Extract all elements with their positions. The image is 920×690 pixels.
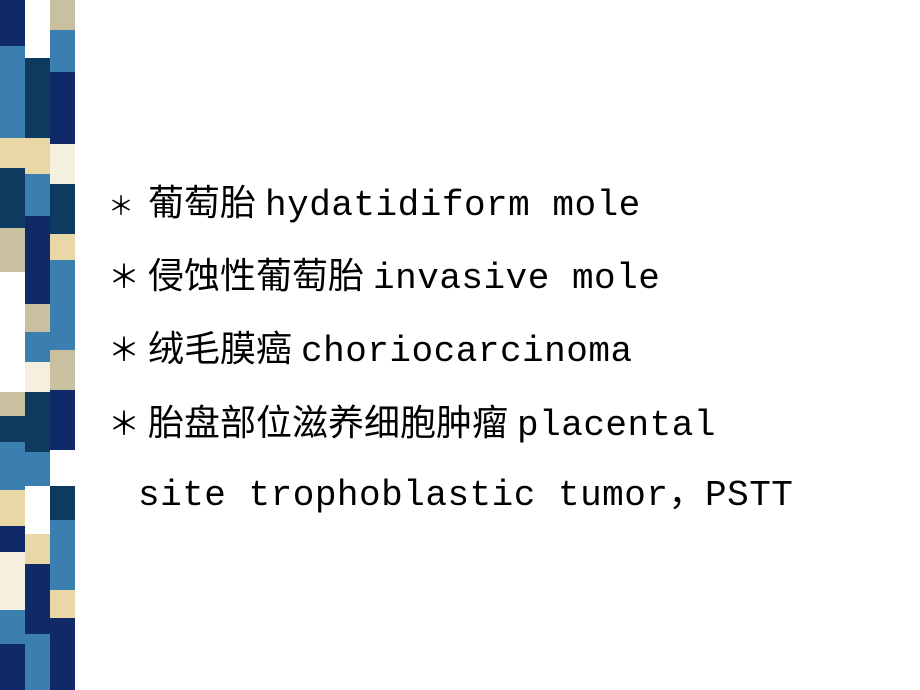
stripe-segment (25, 304, 50, 332)
item-text: 胎盘部位滋养细胞肿瘤 placental (148, 388, 716, 461)
stripe-segment (50, 0, 75, 30)
stripe-segment (0, 526, 25, 552)
item-continuation: site trophoblastic tumor，PSTT (108, 461, 888, 531)
stripe-segment (0, 168, 25, 228)
stripe-segment (25, 486, 50, 534)
decorative-sidebar (0, 0, 75, 690)
stripe-segment (25, 332, 50, 362)
stripe-segment (50, 72, 75, 144)
stripe-segment (25, 634, 50, 690)
list-item: ＊ 葡萄胎 hydatidiform mole (108, 168, 888, 241)
stripe-segment (50, 184, 75, 234)
stripe-segment (25, 452, 50, 486)
stripe-segment (25, 564, 50, 634)
stripe-segment (50, 390, 75, 450)
stripe-segment (25, 0, 50, 58)
stripe-segment (0, 138, 25, 168)
stripe-segment (50, 590, 75, 618)
slide-content: ＊ 葡萄胎 hydatidiform mole ＊ 侵蚀性葡萄胎 invasiv… (108, 168, 888, 531)
stripe-segment (0, 552, 25, 610)
stripe-segment (50, 260, 75, 350)
stripe-segment (0, 272, 25, 392)
stripe-segment (50, 618, 75, 690)
stripe-segment (50, 520, 75, 590)
stripe-segment (0, 644, 25, 690)
stripe-segment (0, 228, 25, 272)
bullet-icon: ＊ (108, 393, 148, 455)
item-text: 侵蚀性葡萄胎 invasive mole (148, 241, 660, 314)
stripe-segment (25, 362, 50, 392)
stripe-segment (0, 46, 25, 138)
stripe-segment (50, 144, 75, 184)
stripe-segment (25, 174, 50, 216)
stripe-segment (50, 234, 75, 260)
bullet-icon: ＊ (108, 246, 148, 308)
list-item: ＊ 绒毛膜癌 choriocarcinoma (108, 314, 888, 387)
stripe-segment (0, 610, 25, 644)
stripe-segment (0, 490, 25, 526)
stripe-segment (25, 58, 50, 138)
bullet-icon: ＊ (108, 319, 148, 381)
stripe-segment (25, 138, 50, 174)
list-item: ＊ 胎盘部位滋养细胞肿瘤 placental (108, 388, 888, 461)
stripe-segment (50, 450, 75, 486)
list-item: ＊ 侵蚀性葡萄胎 invasive mole (108, 241, 888, 314)
item-text: 葡萄胎 hydatidiform mole (148, 168, 641, 241)
bullet-icon: ＊ (108, 181, 148, 232)
stripe-segment (0, 392, 25, 416)
stripe-segment (50, 350, 75, 390)
stripe-segment (0, 0, 25, 46)
stripe-segment (50, 30, 75, 72)
stripe-segment (25, 216, 50, 304)
stripe-segment (0, 442, 25, 490)
stripe-segment (50, 486, 75, 520)
stripe-segment (25, 534, 50, 564)
item-text: 绒毛膜癌 choriocarcinoma (148, 314, 633, 387)
stripe-segment (25, 392, 50, 452)
stripe-segment (0, 416, 25, 442)
